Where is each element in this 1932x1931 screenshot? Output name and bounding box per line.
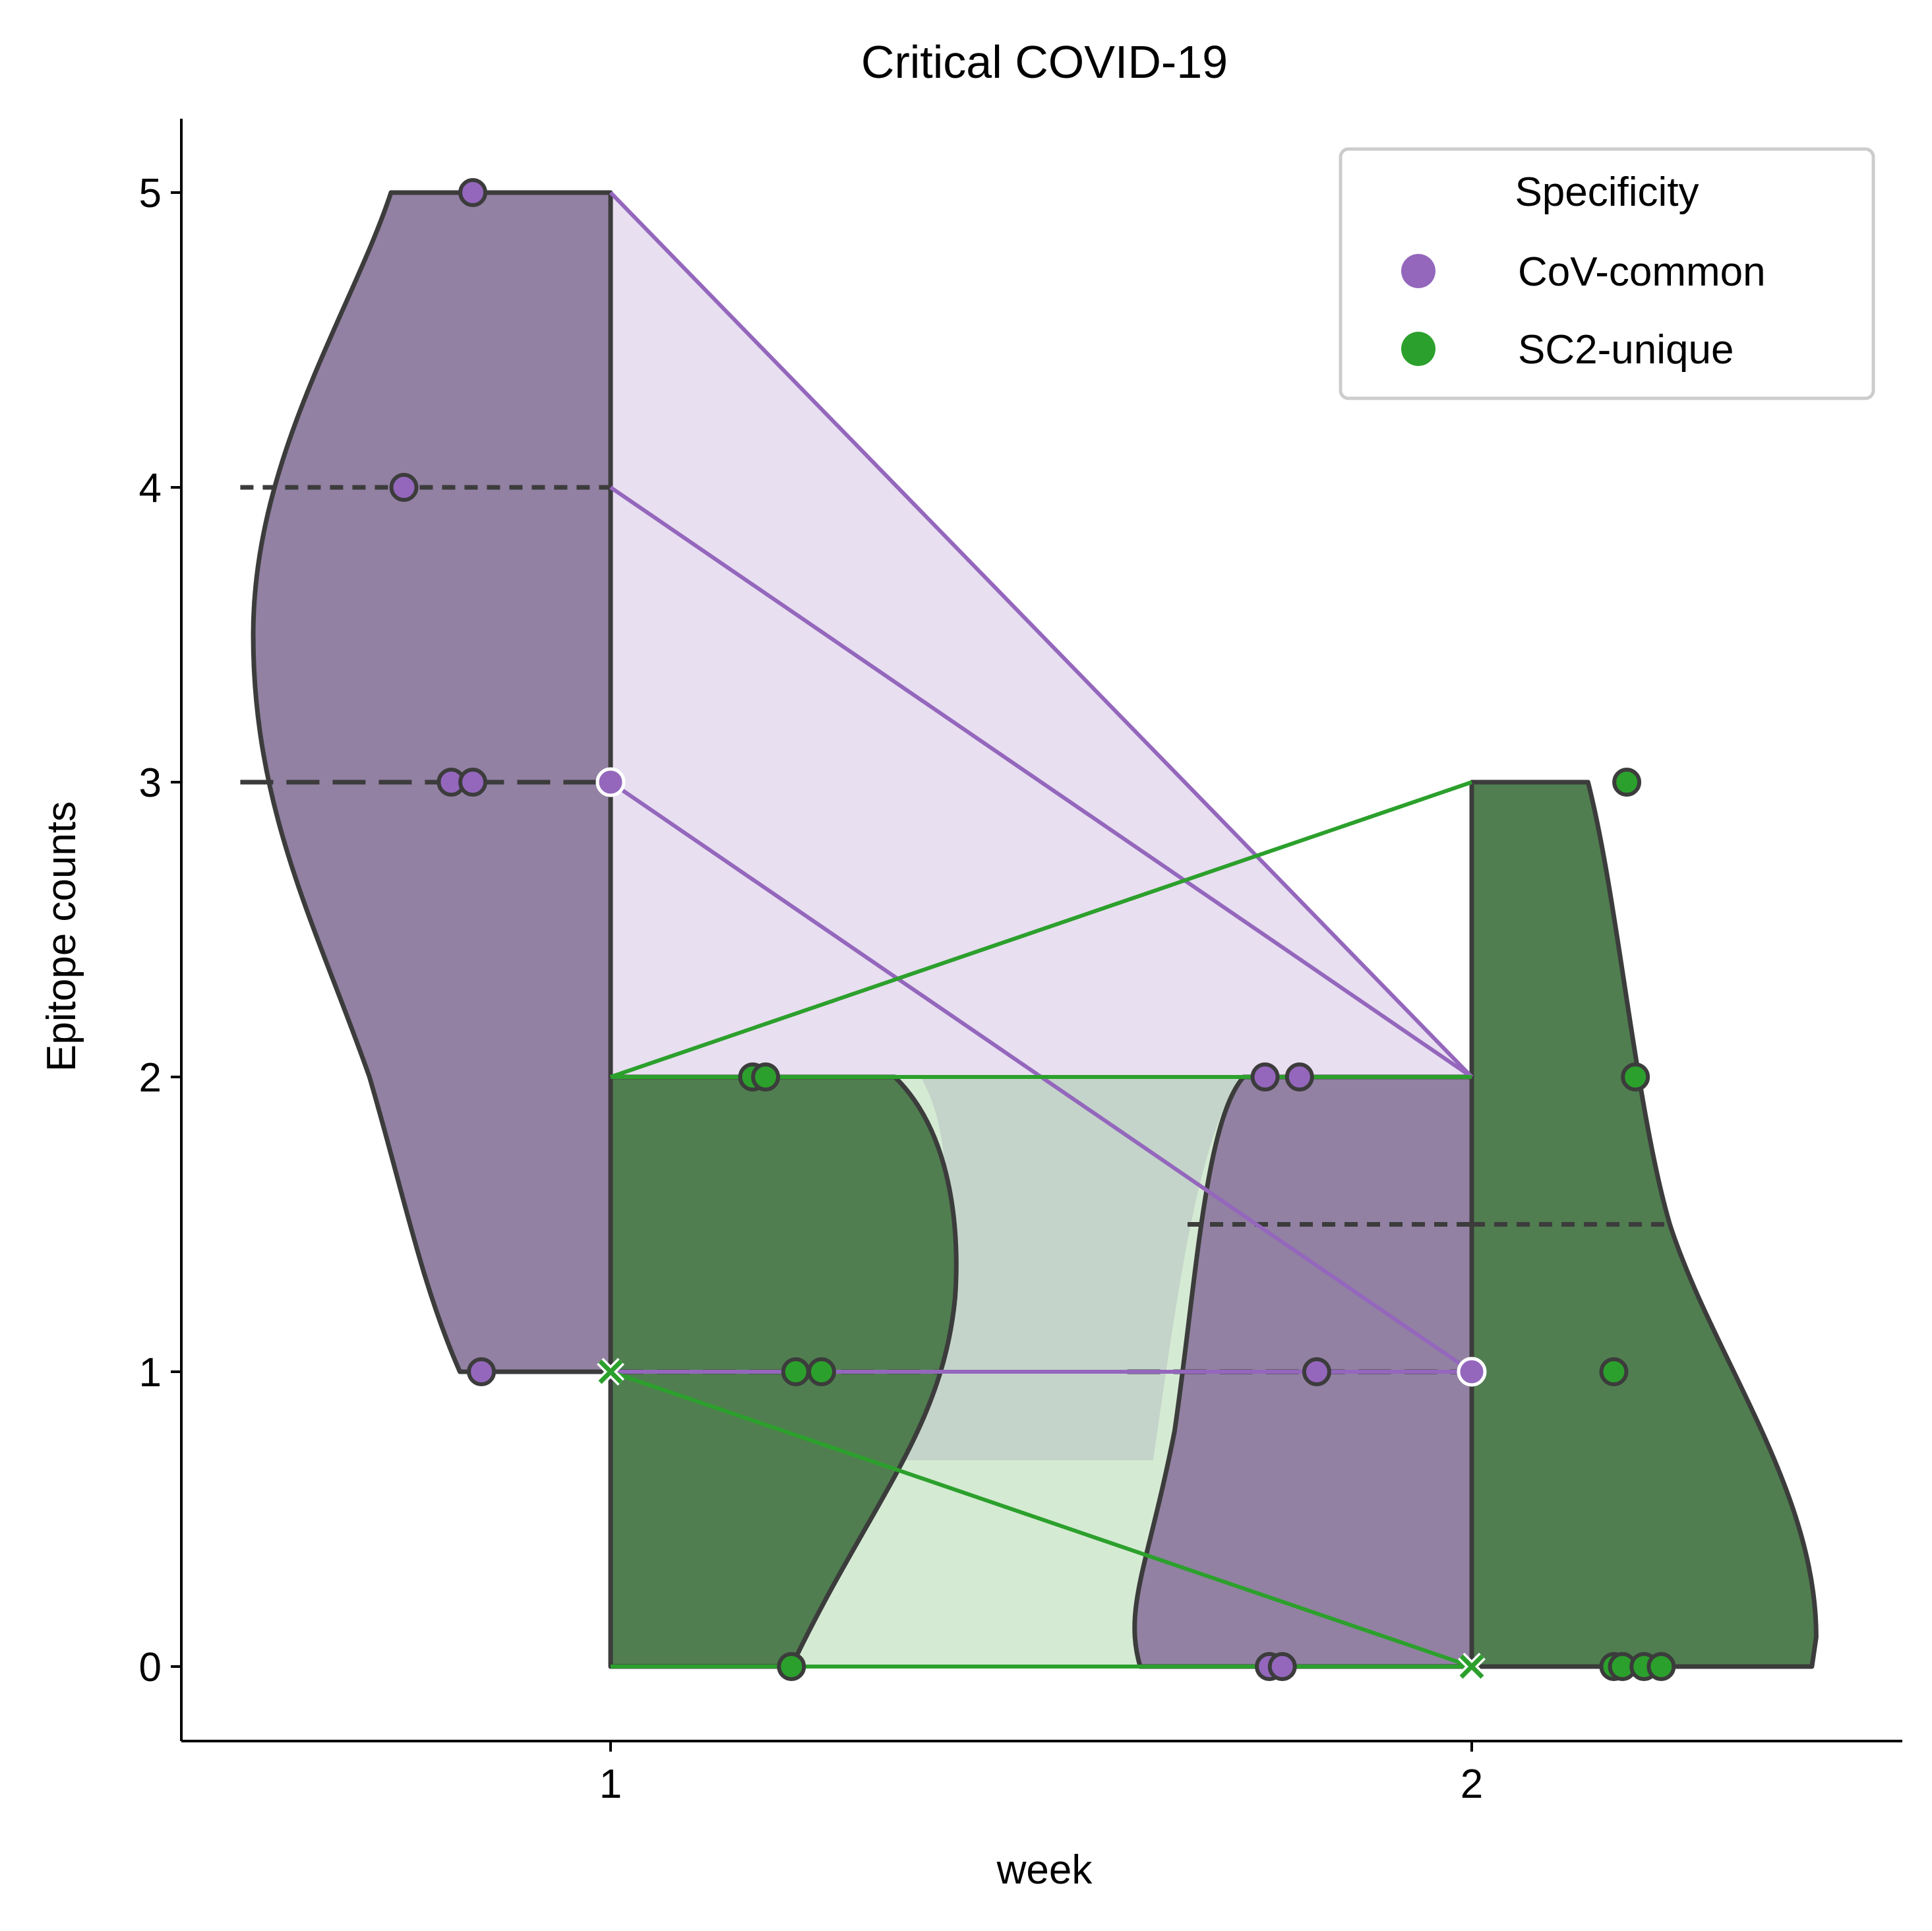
plot-area (240, 178, 1819, 1681)
y-tick-label-2: 2 (139, 1055, 162, 1101)
sc2-unique-week2-mean-marker (1458, 1653, 1486, 1680)
legend-frame (1339, 147, 1875, 400)
violin-sc2-unique-week2 (1469, 780, 1819, 1669)
legend-marker-1 (1401, 332, 1435, 366)
data-point-15 (1612, 768, 1642, 797)
cov-common-week2-mean-marker (1457, 1357, 1487, 1387)
data-point-1 (389, 473, 419, 502)
cov-common-upper-line (609, 191, 1474, 1079)
overlap-band (860, 1077, 1240, 1461)
x-tick-label-2: 2 (1461, 1762, 1483, 1807)
chart-title: Critical COVID-19 (861, 36, 1228, 88)
data-point-4 (467, 1357, 497, 1386)
sc2-unique-week1-mean-marker (597, 1358, 624, 1386)
sc2-unique-upper-line (610, 780, 1472, 1079)
cov-common-week1-mean-marker (595, 767, 626, 797)
data-point-0 (458, 178, 488, 207)
sc2-unique-week2-mean-marker-b (1459, 1654, 1484, 1679)
legend: Specificity CoV-common SC2-unique (1339, 147, 1875, 400)
data-point-7 (781, 1357, 810, 1386)
data-point-12 (1302, 1357, 1331, 1386)
axes: 0 1 2 3 4 5 1 2 (139, 119, 1902, 1807)
legend-title: Specificity (1515, 169, 1699, 215)
sc2-unique-week1-mean-marker-b (598, 1359, 623, 1384)
data-point-21 (1646, 1652, 1676, 1681)
x-axis-label: week (996, 1847, 1093, 1893)
data-point-8 (806, 1357, 836, 1386)
data-point-10 (1250, 1062, 1280, 1091)
cov-common-q3-line (609, 485, 1473, 1079)
legend-marker-0 (1401, 254, 1435, 288)
y-tick-label-3: 3 (139, 760, 162, 806)
data-point-16 (1621, 1062, 1650, 1091)
y-tick-label-1: 1 (139, 1350, 162, 1395)
x-tick-label-1: 1 (599, 1762, 622, 1807)
y-tick-label-4: 4 (139, 466, 162, 511)
data-point-9 (777, 1652, 806, 1681)
y-tick-label-0: 0 (139, 1645, 162, 1690)
legend-label-0: CoV-common (1518, 249, 1766, 295)
data-point-14 (1267, 1652, 1297, 1681)
data-point-11 (1284, 1062, 1314, 1091)
data-point-6 (751, 1062, 781, 1091)
y-tick-label-5: 5 (139, 171, 162, 216)
data-point-3 (458, 768, 488, 797)
legend-label-1: SC2-unique (1518, 327, 1734, 373)
y-axis-label: Epitope counts (39, 801, 84, 1072)
sc2-unique-mean-line (610, 1370, 1472, 1669)
data-point-17 (1599, 1357, 1629, 1386)
